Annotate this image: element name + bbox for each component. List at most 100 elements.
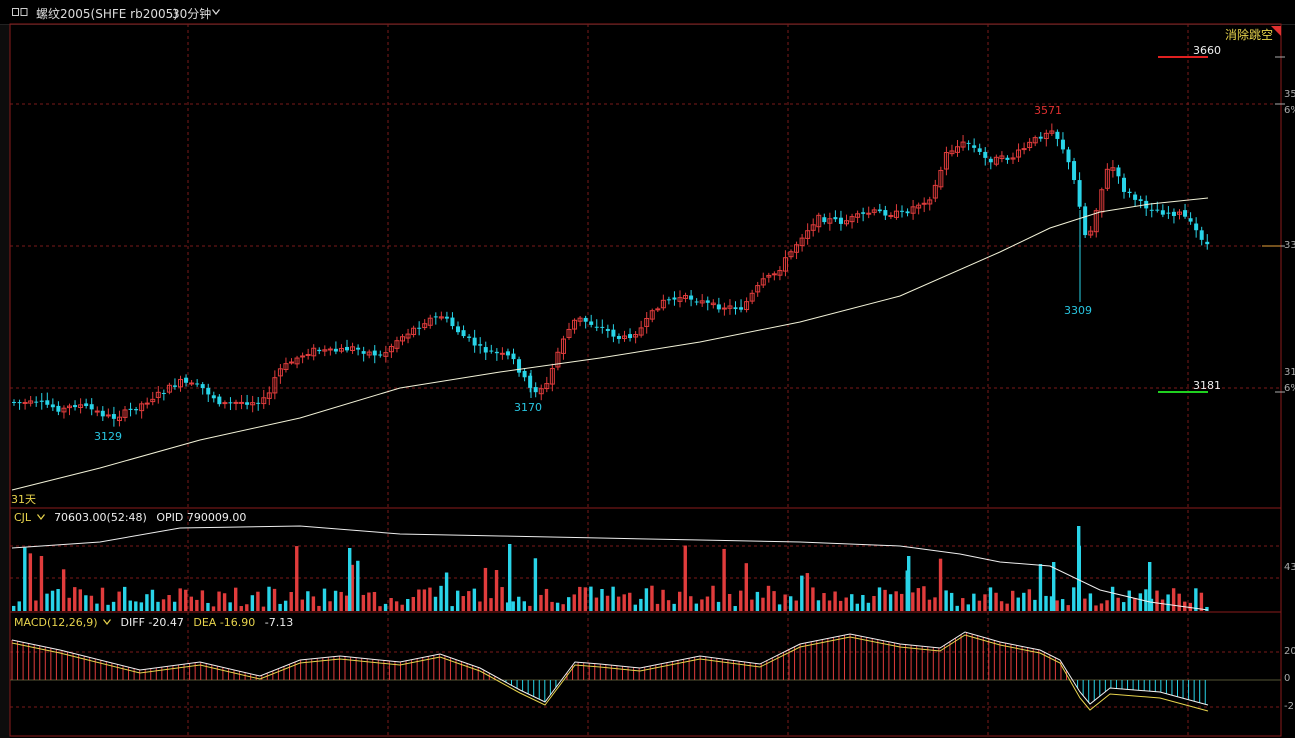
candle-body bbox=[1027, 141, 1033, 149]
volume-bar bbox=[644, 588, 649, 611]
contract-icon[interactable] bbox=[12, 8, 28, 16]
candle-body bbox=[116, 416, 122, 422]
candle-body bbox=[150, 398, 156, 403]
volume-bar bbox=[616, 596, 621, 611]
volume-bar bbox=[161, 599, 166, 611]
volume-bar bbox=[56, 589, 60, 611]
candle-body bbox=[438, 316, 444, 319]
volume-bar bbox=[772, 591, 776, 611]
volume-bar bbox=[89, 595, 94, 611]
candle-body bbox=[1021, 148, 1027, 151]
volume-bar bbox=[1116, 597, 1120, 611]
candle-body bbox=[1166, 212, 1171, 214]
volume-bar bbox=[722, 548, 726, 611]
candle-body bbox=[600, 326, 605, 328]
chevron-down-icon[interactable] bbox=[36, 514, 45, 520]
candle-body bbox=[256, 402, 261, 404]
volume-bar bbox=[12, 605, 16, 611]
volume-bar bbox=[156, 601, 160, 611]
volume-bar bbox=[672, 603, 676, 611]
volume-bar bbox=[439, 585, 443, 611]
macd-diff-line bbox=[11, 631, 1209, 706]
remove-gap-button[interactable]: 消除跳空 bbox=[1224, 28, 1273, 42]
chevron-down-icon[interactable] bbox=[103, 619, 112, 625]
candle-body bbox=[211, 395, 216, 399]
candle-body bbox=[1038, 136, 1043, 139]
volume-bar bbox=[428, 587, 432, 611]
volume-indicator-name[interactable]: CJL bbox=[14, 511, 32, 524]
macd-y-tick-0: 0 bbox=[1284, 673, 1291, 684]
volume-bar bbox=[172, 601, 177, 611]
volume-bar bbox=[833, 591, 837, 611]
chevron-down-icon[interactable] bbox=[212, 9, 220, 15]
volume-bar bbox=[217, 591, 221, 611]
volume-bar bbox=[628, 592, 632, 611]
candle-body bbox=[988, 158, 993, 163]
macd-panel-frame bbox=[9, 611, 1282, 737]
candle-body bbox=[900, 210, 904, 212]
volume-bar bbox=[855, 603, 859, 611]
candle-body bbox=[517, 359, 522, 373]
annotation-low-3129: 3129 bbox=[94, 430, 122, 443]
volume-bar bbox=[1127, 590, 1131, 611]
candle-body bbox=[45, 400, 50, 405]
volume-bar bbox=[1049, 596, 1054, 611]
volume-bar bbox=[700, 599, 704, 611]
candle-body bbox=[333, 348, 338, 352]
volume-bar bbox=[683, 545, 687, 611]
candle-body bbox=[1072, 161, 1077, 181]
candle-body bbox=[250, 402, 256, 406]
volume-bar bbox=[1083, 598, 1087, 611]
candle-body bbox=[372, 350, 377, 356]
volume-bar bbox=[994, 592, 998, 611]
candle-body bbox=[1110, 167, 1116, 171]
candle-body bbox=[782, 257, 788, 272]
volume-bar bbox=[111, 601, 116, 611]
candle-body bbox=[644, 317, 650, 327]
volume-bar bbox=[1005, 603, 1009, 611]
candle-body bbox=[338, 347, 344, 352]
candle-body bbox=[134, 409, 139, 411]
volume-bar bbox=[533, 558, 538, 611]
days-label: 31天 bbox=[11, 493, 36, 506]
candle-body bbox=[84, 403, 89, 407]
candle-body bbox=[28, 400, 34, 404]
candle-body bbox=[139, 403, 145, 412]
moving-average-line bbox=[11, 197, 1209, 491]
candle-body bbox=[405, 333, 411, 339]
volume-bar bbox=[666, 600, 671, 611]
volume-bar bbox=[938, 558, 943, 611]
candle-body bbox=[261, 397, 267, 405]
volume-bar bbox=[61, 569, 66, 611]
candle-body bbox=[827, 218, 833, 224]
candle-body bbox=[12, 401, 16, 403]
candle-body bbox=[955, 146, 960, 153]
candle-body bbox=[893, 210, 899, 218]
volume-bar bbox=[1022, 592, 1026, 611]
price-panel-frame bbox=[9, 23, 1282, 509]
contract-title[interactable]: 螺纹2005(SHFE rb2005) bbox=[36, 7, 178, 21]
candle-body bbox=[144, 402, 150, 405]
candle-body bbox=[977, 148, 982, 152]
macd-indicator-name[interactable]: MACD(12,26,9) bbox=[14, 616, 98, 629]
volume-bar bbox=[611, 586, 615, 611]
candle-body bbox=[960, 141, 966, 148]
candle-body bbox=[749, 292, 755, 302]
volume-bar bbox=[489, 598, 493, 611]
volume-bar bbox=[517, 596, 521, 611]
volume-bar bbox=[800, 575, 804, 611]
volume-bar bbox=[383, 603, 388, 611]
volume-bar bbox=[245, 604, 249, 611]
candle-body bbox=[178, 378, 183, 388]
candle-body bbox=[938, 169, 944, 188]
y-tick-31: 31 bbox=[1284, 367, 1295, 378]
period-selector[interactable]: 30分钟 bbox=[172, 7, 212, 21]
volume-bar bbox=[295, 546, 299, 611]
volume-bar bbox=[844, 597, 848, 611]
candle-body bbox=[1155, 209, 1160, 211]
candle-body bbox=[200, 384, 205, 389]
candle-body bbox=[710, 302, 716, 306]
volume-bar bbox=[34, 600, 38, 611]
volume-bar bbox=[311, 596, 316, 611]
